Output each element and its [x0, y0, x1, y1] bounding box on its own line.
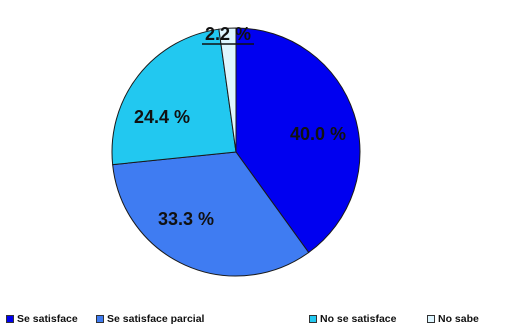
legend-swatch-se-satisface-parcial [96, 315, 104, 323]
legend-swatch-no-se-satisface [309, 315, 317, 323]
legend-label-se-satisface-parcial: Se satisface parcial [107, 313, 205, 325]
pie-slice-no-se-satisface [111, 28, 237, 166]
legend-item-no-se-satisface: No se satisface [309, 313, 396, 325]
pie-slice-se-satisface [235, 27, 361, 254]
data-label-se-satisface: 40.0 % [290, 124, 346, 144]
data-label-no-se-satisface: 24.4 % [134, 107, 190, 127]
pie-slice-no-sabe [218, 27, 237, 153]
pie-slice-se-satisface-parcial [112, 151, 310, 277]
legend-label-no-sabe: No sabe [438, 313, 479, 325]
legend-swatch-no-sabe [427, 315, 435, 323]
legend-swatch-se-satisface [6, 315, 14, 323]
legend-item-se-satisface: Se satisface [6, 313, 78, 325]
legend-label-no-se-satisface: No se satisface [320, 313, 397, 325]
legend-label-se-satisface: Se satisface [17, 313, 78, 325]
data-label-se-satisface-parcial: 33.3 % [158, 209, 214, 229]
legend-item-no-sabe: No sabe [427, 313, 479, 325]
data-label-no-sabe: 2.2 % [205, 24, 251, 44]
legend-item-se-satisface-parcial: Se satisface parcial [96, 313, 204, 325]
legend: Se satisface Se satisface parcial No se … [6, 313, 506, 329]
